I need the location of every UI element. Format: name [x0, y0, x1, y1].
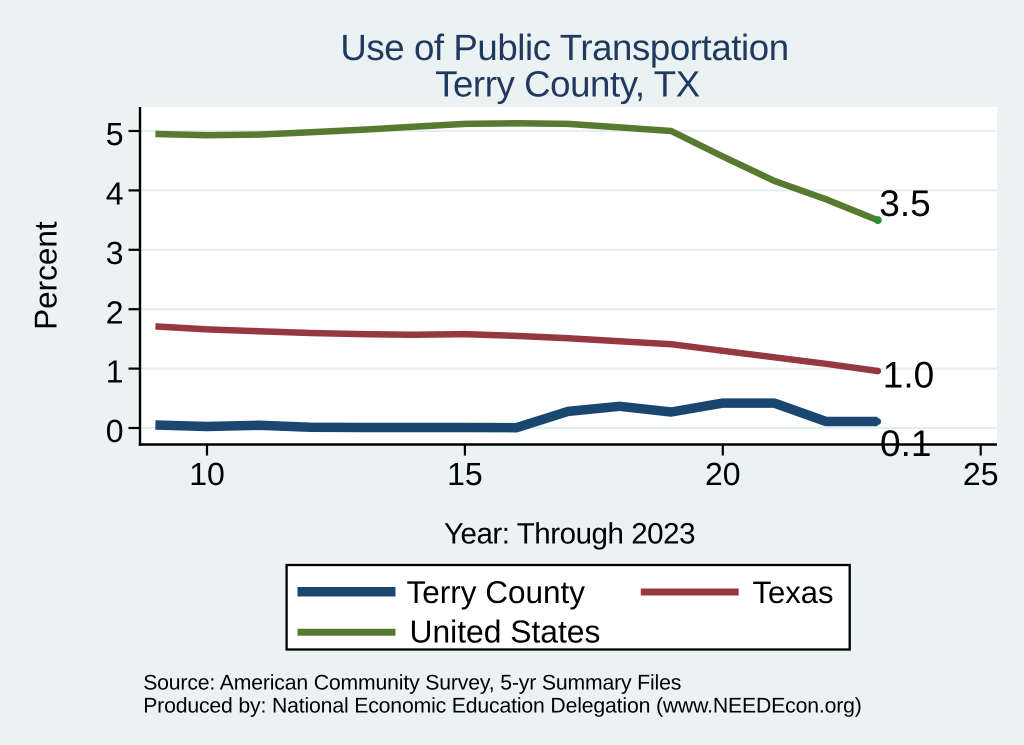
svg-text:3: 3 — [106, 235, 124, 271]
svg-text:25: 25 — [963, 456, 999, 492]
svg-text:1: 1 — [106, 354, 124, 390]
svg-text:Terry County: Terry County — [407, 574, 586, 610]
svg-text:0.1: 0.1 — [880, 423, 931, 464]
svg-text:Source: American Community Sur: Source: American Community Survey, 5-yr … — [143, 671, 681, 694]
svg-text:4: 4 — [106, 176, 124, 212]
svg-text:3.5: 3.5 — [879, 183, 930, 224]
svg-text:10: 10 — [189, 456, 225, 492]
svg-text:Terry County, TX: Terry County, TX — [435, 63, 700, 104]
svg-text:Use of Public Transportation: Use of Public Transportation — [340, 27, 788, 68]
svg-text:1.0: 1.0 — [883, 355, 934, 396]
svg-text:2: 2 — [106, 294, 124, 330]
svg-text:Year: Through 2023: Year: Through 2023 — [444, 517, 695, 550]
svg-text:15: 15 — [447, 456, 483, 492]
svg-text:20: 20 — [705, 456, 741, 492]
svg-text:United States: United States — [410, 613, 601, 649]
svg-text:0: 0 — [106, 413, 124, 449]
svg-text:Percent: Percent — [28, 221, 64, 330]
svg-text:5: 5 — [106, 116, 124, 152]
svg-text:Produced by: National Economic: Produced by: National Economic Education… — [143, 695, 861, 718]
svg-text:Texas: Texas — [753, 575, 834, 610]
